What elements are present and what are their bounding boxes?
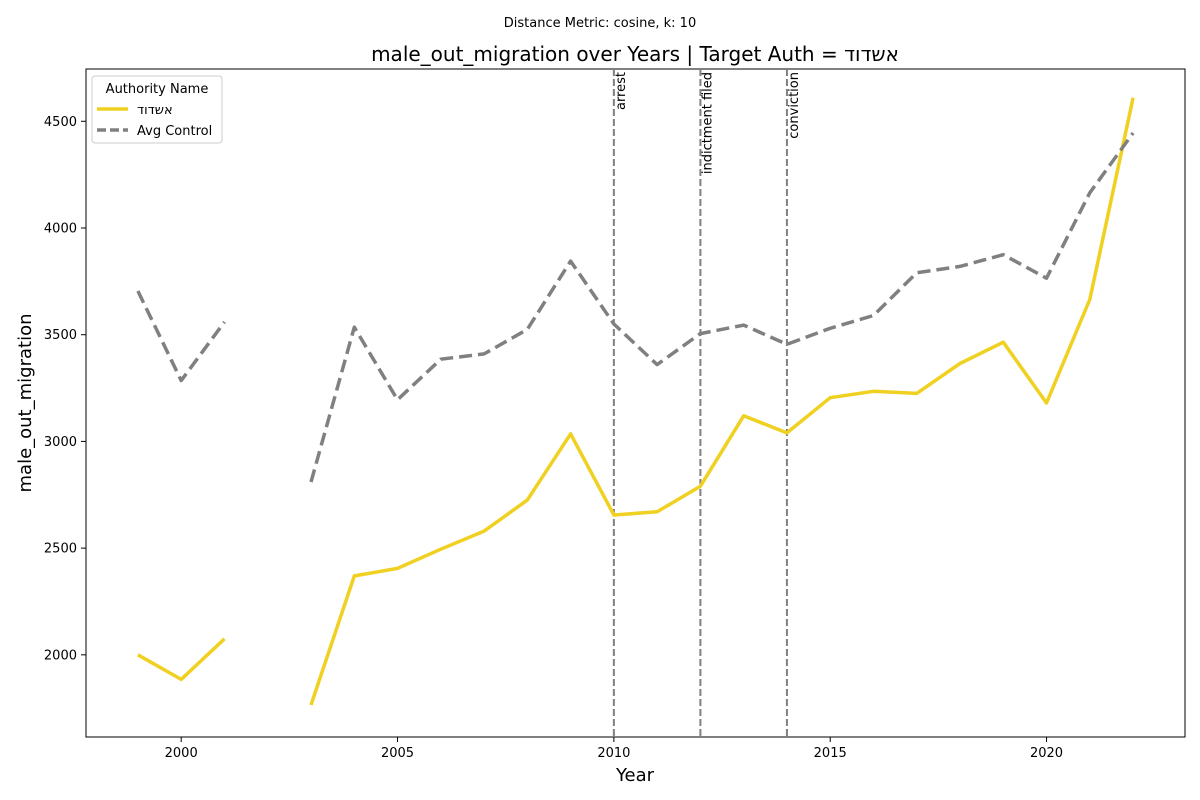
x-tick-label: 2010 — [597, 746, 630, 761]
y-tick-label: 4500 — [44, 115, 77, 130]
figure-suptitle: Distance Metric: cosine, k: 10 — [504, 16, 696, 31]
x-axis-ticks: 2000 2005 2010 2015 2020 — [165, 737, 1063, 761]
legend-title: Authority Name — [106, 82, 209, 97]
event-label: arrest — [614, 72, 629, 110]
series-line-target — [137, 97, 1135, 706]
legend-label-control: Avg Control — [137, 124, 212, 139]
legend-box — [91, 75, 223, 144]
y-tick-label: 4000 — [44, 221, 77, 236]
y-axis-ticks: 2000 2500 3000 3500 4000 4500 — [44, 115, 86, 663]
x-tick-label: 2020 — [1030, 746, 1063, 761]
y-tick-label: 3000 — [44, 435, 77, 450]
legend-label-target: אשדוד — [137, 103, 173, 118]
legend: Authority Name אשדוד Avg Control — [91, 75, 223, 144]
x-tick-label: 2015 — [814, 746, 847, 761]
chart-title: male_out_migration over Years | Target A… — [371, 42, 899, 66]
event-label: conviction — [787, 72, 802, 139]
x-tick-label: 2005 — [381, 746, 414, 761]
y-axis-label: male_out_migration — [15, 314, 36, 493]
series-lines — [136, 97, 1135, 706]
plot-area — [85, 68, 1186, 738]
series-line-control — [136, 131, 1135, 483]
event-lines: arrest indictment filed conviction — [612, 69, 802, 737]
x-axis-label: Year — [615, 765, 655, 786]
event-label: indictment filed — [700, 72, 715, 174]
y-tick-label: 3500 — [44, 328, 77, 343]
x-tick-label: 2000 — [165, 746, 198, 761]
y-tick-label: 2500 — [44, 542, 77, 557]
y-tick-label: 2000 — [44, 648, 77, 663]
